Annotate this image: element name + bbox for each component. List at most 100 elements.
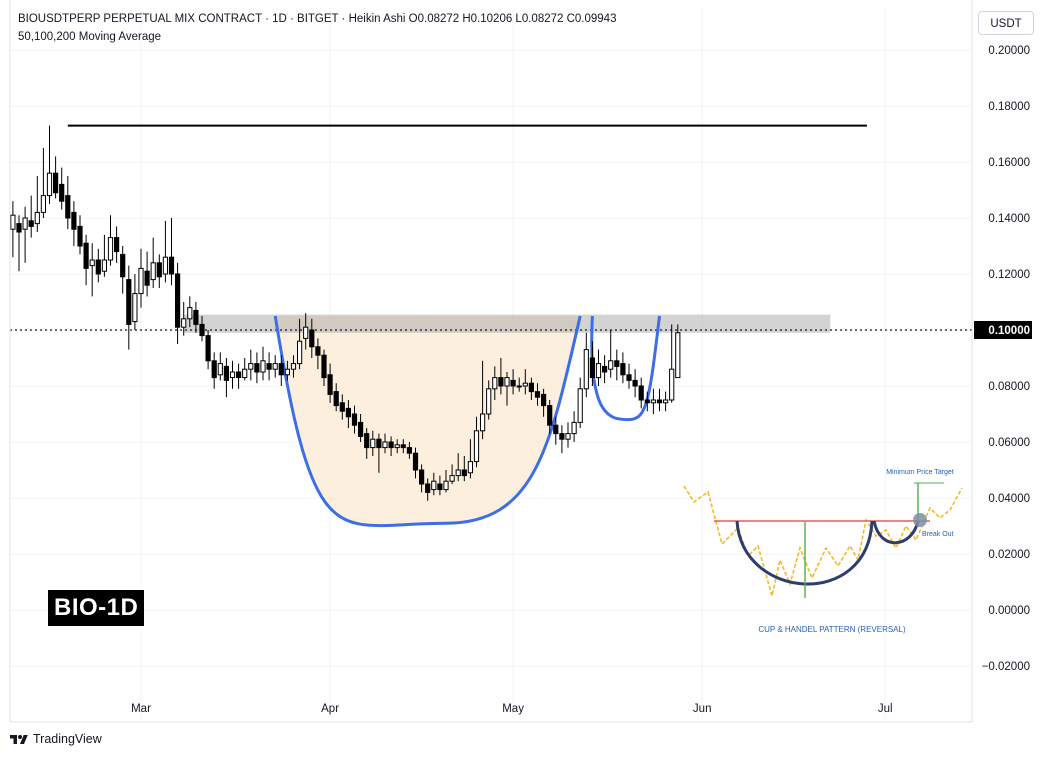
candle-body bbox=[278, 363, 284, 376]
candle-body bbox=[327, 374, 333, 395]
candle-body bbox=[321, 354, 327, 379]
candle-body bbox=[510, 379, 516, 387]
candle-body bbox=[236, 371, 242, 379]
candle-body bbox=[211, 360, 217, 379]
candle-body bbox=[284, 368, 290, 376]
candle-body bbox=[156, 262, 162, 278]
candle-body bbox=[516, 385, 522, 388]
candle-body bbox=[303, 326, 309, 339]
moving-average-legend[interactable]: 50,100,200 Moving Average bbox=[18, 31, 162, 43]
candle-body bbox=[486, 388, 492, 415]
currency-button[interactable]: USDT bbox=[978, 11, 1034, 35]
candle-body bbox=[83, 242, 89, 269]
candle-body bbox=[28, 220, 34, 227]
cup-handle-inset: Minimum Price Target Break Out CUP & HANDE… bbox=[683, 469, 963, 634]
candle-body bbox=[559, 433, 565, 440]
inset-target-label: Minimum Price Target bbox=[886, 469, 954, 476]
candle-body bbox=[595, 363, 602, 379]
candle-body bbox=[534, 391, 541, 398]
candle-body bbox=[419, 469, 425, 485]
y-tick-label: 0.06000 bbox=[988, 437, 1030, 449]
candle-body bbox=[229, 371, 236, 379]
candle-body bbox=[626, 374, 632, 381]
candle-body bbox=[297, 340, 303, 365]
candle-body bbox=[272, 363, 278, 370]
candle-body bbox=[675, 332, 681, 379]
candle-body bbox=[120, 253, 126, 278]
candle-body bbox=[455, 469, 461, 477]
candle-body bbox=[254, 363, 260, 373]
candle-body bbox=[547, 405, 553, 426]
candle-body bbox=[175, 273, 181, 328]
candle-body bbox=[138, 267, 144, 295]
candle-layer bbox=[10, 125, 681, 501]
candle-body bbox=[333, 391, 339, 407]
y-tick-label: 0.00000 bbox=[988, 605, 1030, 617]
candle-body bbox=[217, 363, 223, 376]
candle-body bbox=[22, 217, 28, 230]
candle-body bbox=[431, 480, 437, 491]
candle-body bbox=[382, 441, 388, 449]
candle-body bbox=[309, 329, 315, 348]
candle-body bbox=[65, 195, 71, 219]
candle-body bbox=[199, 323, 205, 337]
candle-body bbox=[412, 452, 419, 471]
candle-body bbox=[577, 388, 583, 423]
candle-body bbox=[77, 225, 83, 247]
candle-body bbox=[632, 379, 638, 387]
candle-body bbox=[132, 293, 138, 323]
candle-body bbox=[162, 256, 169, 275]
candle-body bbox=[589, 357, 595, 379]
cup-curve bbox=[273, 315, 582, 528]
axis-layer: 0.20000 0.18000 0.16000 0.14000 0.12000 0.100… bbox=[9, 0, 1032, 723]
candle-body bbox=[89, 259, 95, 267]
candle-body bbox=[449, 475, 455, 482]
candle-body bbox=[114, 237, 120, 253]
y-tick-label: 0.08000 bbox=[988, 381, 1030, 393]
candle-body bbox=[260, 360, 266, 373]
candle-body bbox=[107, 237, 114, 261]
candle-body bbox=[644, 399, 650, 404]
y-tick-label: 0.14000 bbox=[988, 213, 1030, 225]
candle-body bbox=[656, 399, 663, 404]
symbol-header: BIOUSDTPERP PERPETUAL MIX CONTRACT · 1D … bbox=[18, 13, 617, 25]
x-tick-label: Jun bbox=[693, 703, 712, 715]
candle-body bbox=[144, 270, 150, 286]
candle-body bbox=[541, 393, 547, 407]
candle-body bbox=[187, 307, 193, 320]
x-tick-label: Apr bbox=[321, 703, 339, 715]
candle-body bbox=[16, 223, 22, 233]
candle-body bbox=[480, 413, 486, 432]
candle-body bbox=[437, 483, 443, 491]
tradingview-icon bbox=[10, 735, 28, 744]
candle-body bbox=[181, 318, 187, 328]
y-tick-label: 0.12000 bbox=[988, 269, 1030, 281]
candle-body bbox=[266, 363, 272, 370]
candle-body bbox=[315, 346, 321, 356]
y-tick-label: −0.02000 bbox=[982, 661, 1030, 673]
candle-body bbox=[504, 377, 510, 387]
candle-body bbox=[608, 360, 614, 370]
candle-body bbox=[614, 360, 620, 367]
candle-body bbox=[425, 483, 431, 493]
candle-body bbox=[461, 469, 467, 477]
candle-body bbox=[620, 363, 626, 376]
candle-body bbox=[205, 335, 211, 362]
candle-body bbox=[34, 211, 40, 225]
candle-body bbox=[376, 438, 382, 449]
candle-body bbox=[400, 444, 406, 449]
tradingview-logo[interactable]: TradingView bbox=[10, 732, 102, 746]
current-price-tag bbox=[974, 321, 1032, 339]
annotation-layer bbox=[10, 124, 972, 528]
candle-body bbox=[553, 424, 559, 435]
symbol-badge: BIO-1D bbox=[48, 590, 145, 626]
y-tick-label: 0.20000 bbox=[988, 45, 1030, 57]
x-tick-label: Mar bbox=[131, 703, 151, 715]
candle-body bbox=[638, 385, 644, 401]
candle-body bbox=[388, 441, 394, 449]
current-price-label: 0.10000 bbox=[988, 325, 1030, 337]
y-tick-label: 0.02000 bbox=[988, 549, 1030, 561]
candle-body bbox=[223, 365, 230, 381]
